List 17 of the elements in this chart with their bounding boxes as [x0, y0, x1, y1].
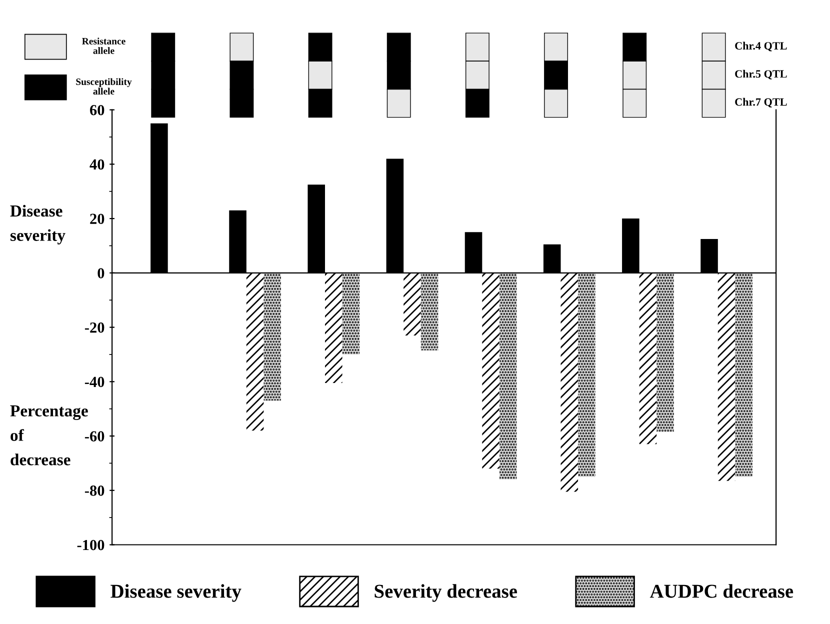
y-tick-label: -20	[84, 322, 104, 333]
y-tick-label: 60	[90, 104, 104, 116]
y-tick-label: 40	[90, 159, 104, 170]
legend-label: Severity decrease	[374, 584, 518, 602]
y-tick-label: -40	[84, 376, 104, 388]
y-tick-label: 20	[90, 214, 104, 224]
y-axis-title: Disease severity	[10, 204, 66, 244]
text: Chr.5 QTL	[735, 70, 787, 80]
legend-label: AUDPC decrease	[650, 584, 794, 598]
y-tick-label: -80	[84, 486, 104, 496]
text: Resistance allele	[82, 38, 126, 54]
legend-label: Disease severity	[110, 584, 242, 602]
text: Chr.7 QTL	[735, 98, 787, 108]
y-tick-label: 0	[98, 268, 104, 278]
text: Chr.4 QTL	[735, 42, 787, 52]
y-tick-label: -100	[77, 540, 104, 550]
text: Susceptibility allele	[76, 78, 132, 95]
